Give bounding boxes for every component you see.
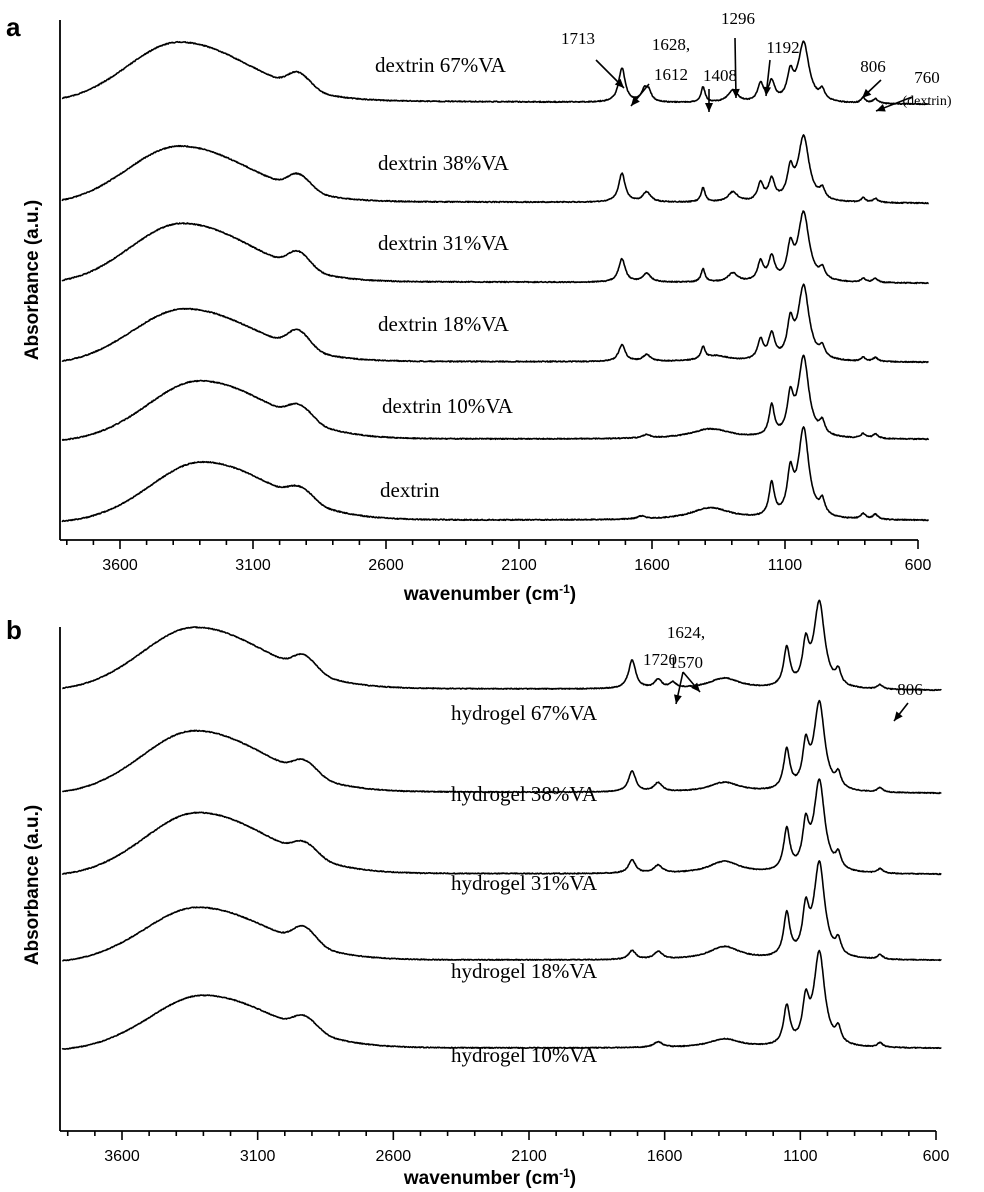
x-tick-label: 600 [905,557,932,574]
panel-a: a Absorbance (a.u.) wavenumber (cm-1) 36… [6,9,952,605]
series-label: dextrin 10%VA [382,394,514,418]
spectrum-line [62,860,942,962]
panel-a-ylabel: Absorbance (a.u.) [22,200,43,360]
arrowhead [614,78,624,88]
arrowhead [631,96,640,106]
panel-a-xlabel: wavenumber (cm-1) [403,582,576,605]
x-tick-label: 3600 [104,1148,140,1165]
series-label: dextrin 31%VA [378,231,510,255]
arrowhead [691,682,700,692]
peak-annotation-label: 1628, [652,35,690,54]
arrowhead [763,86,771,96]
arrowhead [876,104,886,112]
annotation-arrow [734,37,737,99]
series-label: dextrin 38%VA [378,151,510,175]
panel-b: b Absorbance (a.u.) wavenumber (cm-1) 36… [6,599,950,1189]
peak-annotation-label: 806 [860,57,886,76]
arrowhead [862,88,872,98]
peak-annotation-label: 1612 [654,65,688,84]
arrowhead [674,694,682,704]
series-label: hydrogel 31%VA [451,871,598,895]
peak-annotation-label: 1192 [766,38,799,57]
x-tick-label: 3100 [235,557,271,574]
x-tick-label: 1600 [634,557,670,574]
panel-b-letter: b [6,615,22,645]
peak-annotation-label: 1296 [721,9,755,28]
series-label: dextrin [380,478,440,502]
x-tick-label: 2600 [376,1148,412,1165]
peak-annotation-label: 806 [897,680,923,699]
arrowhead [705,103,713,112]
peak-annotation-sublabel: (dextrin) [903,94,952,109]
x-tick-label: 1100 [768,557,803,574]
x-tick-label: 1600 [647,1148,683,1165]
x-tick-label: 3600 [102,557,138,574]
x-tick-label: 2100 [501,557,537,574]
spectrum-line [61,949,942,1050]
spectrum-line [61,40,929,106]
peak-annotation-label: 1570 [669,653,703,672]
x-tick-label: 3100 [240,1148,276,1165]
x-tick-label: 2100 [511,1148,547,1165]
peak-annotation-label: 760 [914,68,940,87]
peak-annotation-label: 1720 [643,650,677,669]
peak-annotation-label: 1624, [667,623,705,642]
x-tick-label: 2600 [368,557,404,574]
panel-b-xlabel: wavenumber (cm-1) [403,1166,576,1189]
x-tick-label: 1100 [783,1148,818,1165]
series-label: dextrin 18%VA [378,312,510,336]
spectrum-line [61,134,930,205]
spectrum-line [61,354,930,441]
series-label: hydrogel 67%VA [451,701,598,725]
panel-b-ylabel: Absorbance (a.u.) [22,805,43,965]
spectrum-line [61,426,929,523]
series-label: dextrin 67%VA [375,53,507,77]
spectrum-line [61,283,929,364]
spectrum-line [62,699,942,795]
series-label: hydrogel 10%VA [451,1043,598,1067]
spectrum-line [62,599,942,692]
arrowhead [731,88,740,98]
peak-annotation-label: 1408 [703,66,737,85]
series-label: hydrogel 18%VA [451,959,598,983]
spectrum-line [61,210,929,285]
series-label: hydrogel 38%VA [451,782,598,806]
spectrum-line [61,778,942,876]
peak-annotation-label: 1713 [561,29,595,48]
panel-a-letter: a [6,12,21,42]
arrowhead [894,711,903,721]
x-tick-label: 600 [923,1148,950,1165]
